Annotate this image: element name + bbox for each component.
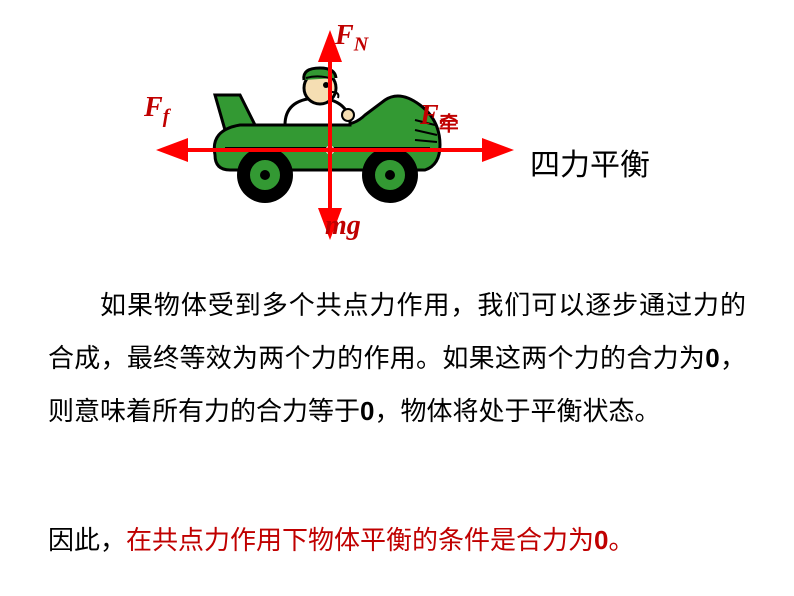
conclusion-line: 因此，在共点力作用下物体平衡的条件是合力为0。 [48, 520, 635, 557]
label-ftraction: F牵 [420, 100, 459, 137]
main-paragraph: 如果物体受到多个共点力作用，我们可以逐步通过力的合成，最终等效为两个力的作用。如… [48, 280, 746, 438]
label-ff: Ff [144, 92, 169, 129]
label-mg: mg [325, 210, 361, 242]
equilibrium-label: 四力平衡 [530, 140, 650, 184]
label-fn: FN [335, 20, 368, 57]
